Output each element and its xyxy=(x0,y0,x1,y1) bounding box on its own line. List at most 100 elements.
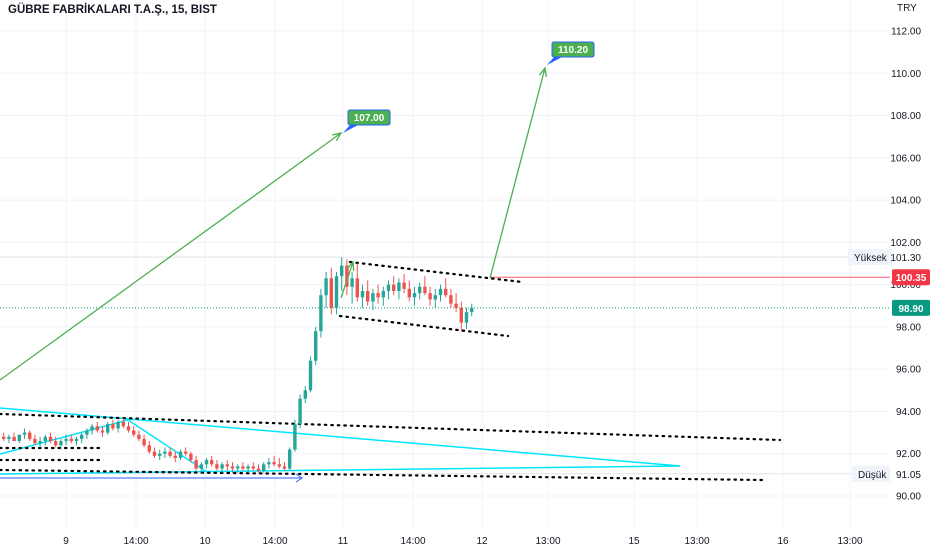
candle-body xyxy=(366,290,370,302)
price-axis[interactable]: 112.00 110.00 108.00 106.00 104.00 102.00 100.… xyxy=(890,27,921,503)
candle-body xyxy=(308,360,313,391)
candle-body xyxy=(28,432,32,439)
blue-arrow-head xyxy=(295,473,303,483)
target-label-107-box xyxy=(347,109,391,126)
dotted-trendline-1 xyxy=(0,412,782,442)
high-label-text: Yüksek xyxy=(854,253,888,264)
red-price-value: 100.35 xyxy=(896,273,927,284)
y-tick-label: 108.00 xyxy=(890,111,921,122)
small-up-arrow xyxy=(340,261,354,299)
chart-grid xyxy=(0,0,890,528)
candle-body xyxy=(199,464,203,469)
candle-body xyxy=(230,466,235,469)
candle-body xyxy=(371,293,375,302)
candle-body xyxy=(293,424,297,450)
candle-body xyxy=(184,451,188,454)
low-label-box xyxy=(852,465,890,482)
currency-label: TRY xyxy=(897,3,917,14)
x-tick-label: 13:00 xyxy=(535,536,560,547)
candle-body xyxy=(111,424,115,429)
candle-body xyxy=(241,466,245,469)
dotted-trendline-6 xyxy=(338,314,510,338)
candle-body xyxy=(22,432,27,435)
candle-body xyxy=(12,436,16,442)
candle-body xyxy=(173,455,177,458)
candle-body xyxy=(43,436,47,442)
candle-body xyxy=(17,434,21,442)
candle-body xyxy=(449,295,453,304)
candle-body xyxy=(137,434,141,439)
candle-body xyxy=(277,464,281,467)
high-label-box xyxy=(848,249,892,266)
y-tick-label: 102.00 xyxy=(890,238,921,249)
candle-body xyxy=(438,288,443,296)
candle-body xyxy=(106,424,110,433)
y-tick-label: 106.00 xyxy=(890,153,921,164)
target-arrow-110-head xyxy=(538,66,547,78)
low-label-text: Düşük xyxy=(858,470,887,481)
candle-body xyxy=(142,438,146,446)
candle-body xyxy=(262,464,266,471)
candle-body xyxy=(386,284,391,291)
x-tick-label: 16 xyxy=(777,536,789,547)
candle-body xyxy=(345,265,349,287)
candle-body xyxy=(256,468,261,471)
red-price-tag xyxy=(892,269,930,286)
candle-body xyxy=(329,278,333,308)
candle-body xyxy=(340,265,344,277)
target-arrows[interactable]: 107.00 110.20 xyxy=(0,41,595,483)
candle-body xyxy=(220,464,224,469)
y-tick-label: 96.00 xyxy=(896,365,921,376)
candle-body xyxy=(163,451,167,454)
candle-body xyxy=(267,462,271,465)
x-tick-label: 15 xyxy=(628,536,640,547)
candle-body xyxy=(38,441,42,444)
candle-body xyxy=(33,438,37,444)
candle-body xyxy=(74,438,79,442)
trendline-drawings[interactable] xyxy=(0,260,782,482)
target-label-110-pointer xyxy=(547,57,562,65)
candle-body xyxy=(324,278,328,296)
candle-body xyxy=(412,293,417,298)
y-tick-label: 94.00 xyxy=(896,407,921,418)
target-arrow-110 xyxy=(489,67,546,279)
candle-body xyxy=(69,438,73,442)
x-tick-label: 13:00 xyxy=(837,536,862,547)
cyan-trendline-upper xyxy=(0,407,681,467)
candle-body xyxy=(64,438,68,442)
candle-body xyxy=(334,276,339,308)
candle-body xyxy=(418,286,422,294)
candle-body xyxy=(428,293,432,300)
price-labels: Yüksek 101.30 Düşük 91.05 100.35 98.90 xyxy=(848,249,930,482)
candle-body xyxy=(48,436,53,442)
candle-body xyxy=(319,295,323,332)
x-tick-label: 14:00 xyxy=(123,536,148,547)
candle-body xyxy=(350,278,354,287)
candle-body xyxy=(210,460,214,465)
candle-body xyxy=(407,288,411,298)
dotted-trendline-5 xyxy=(348,260,524,284)
candle-body xyxy=(402,282,406,289)
candle-body xyxy=(298,398,302,425)
candle-body xyxy=(59,441,63,446)
candle-body xyxy=(80,434,84,439)
target-label-107-pointer xyxy=(343,125,358,133)
target-label-107-text: 107.00 xyxy=(354,113,385,124)
symbol-title[interactable]: GÜBRE FABRİKALARI T.A.Ş., 15, BIST xyxy=(8,4,217,16)
candle-body xyxy=(251,466,255,469)
candle-body xyxy=(194,460,198,469)
candle-body xyxy=(215,464,219,469)
candle-body xyxy=(459,307,463,323)
target-label-110-box xyxy=(551,41,595,58)
candle-body xyxy=(90,426,94,431)
candle-body xyxy=(444,288,448,296)
x-tick-label: 14:00 xyxy=(262,536,287,547)
y-tick-label: 104.00 xyxy=(890,196,921,207)
candle-body xyxy=(168,451,172,456)
candle-body xyxy=(7,436,11,439)
candle-body xyxy=(121,422,125,427)
time-axis[interactable]: 9 14:00 10 14:00 11 14:00 12 13:00 15 13:00 16 13:0… xyxy=(63,536,863,547)
candle-body xyxy=(189,453,193,461)
candle-body xyxy=(152,451,157,456)
